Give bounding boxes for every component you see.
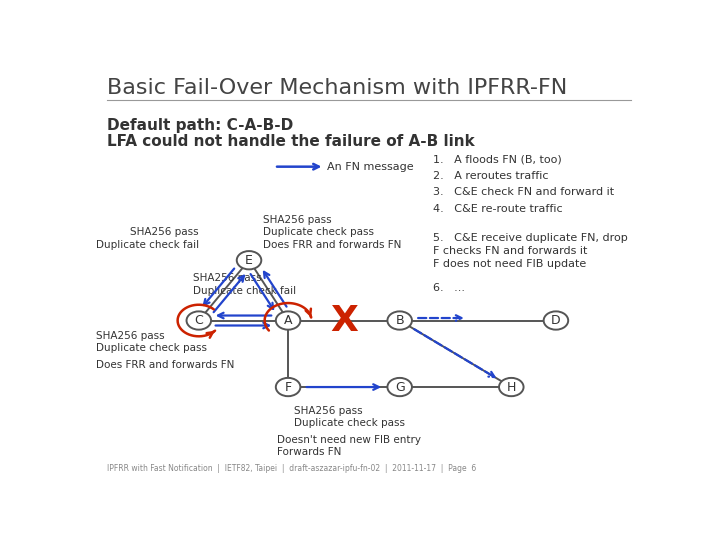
Text: A: A	[284, 314, 292, 327]
Circle shape	[276, 378, 300, 396]
Circle shape	[387, 312, 412, 329]
Circle shape	[499, 378, 523, 396]
Text: Default path: C-A-B-D: Default path: C-A-B-D	[107, 118, 293, 133]
Text: X: X	[330, 303, 358, 338]
Text: Basic Fail-Over Mechanism with IPFRR-FN: Basic Fail-Over Mechanism with IPFRR-FN	[107, 78, 567, 98]
Text: SHA256 pass
Duplicate check fail: SHA256 pass Duplicate check fail	[96, 227, 199, 250]
Text: SHA256 pass
Duplicate check pass: SHA256 pass Duplicate check pass	[294, 406, 405, 428]
Text: G: G	[395, 381, 405, 394]
Circle shape	[186, 312, 211, 329]
Circle shape	[276, 312, 300, 329]
Text: F: F	[284, 381, 292, 394]
Circle shape	[387, 378, 412, 396]
Text: E: E	[245, 254, 253, 267]
Circle shape	[544, 312, 568, 329]
Text: IPFRR with Fast Notification  |  IETF82, Taipei  |  draft-aszazar-ipfu-fn-02  | : IPFRR with Fast Notification | IETF82, T…	[107, 464, 476, 473]
Circle shape	[237, 251, 261, 269]
Text: 2.   A reroutes traffic: 2. A reroutes traffic	[433, 171, 549, 181]
Text: 3.   C&E check FN and forward it: 3. C&E check FN and forward it	[433, 187, 614, 198]
Text: D: D	[551, 314, 561, 327]
Text: 5.   C&E receive duplicate FN, drop
F checks FN and forwards it
F does not need : 5. C&E receive duplicate FN, drop F chec…	[433, 233, 628, 269]
Text: 1.   A floods FN (B, too): 1. A floods FN (B, too)	[433, 154, 562, 164]
Text: 4.   C&E re-route traffic: 4. C&E re-route traffic	[433, 204, 563, 214]
Text: C: C	[194, 314, 203, 327]
Text: B: B	[395, 314, 404, 327]
Text: SHA256 pass
Duplicate check pass
Does FRR and forwards FN: SHA256 pass Duplicate check pass Does FR…	[263, 215, 401, 250]
Text: SHA256 pass
Duplicate check fail: SHA256 pass Duplicate check fail	[193, 273, 297, 295]
Text: Doesn't need new FIB entry
Forwards FN: Doesn't need new FIB entry Forwards FN	[277, 435, 421, 457]
Text: LFA could not handle the failure of A-B link: LFA could not handle the failure of A-B …	[107, 134, 474, 149]
Text: SHA256 pass
Duplicate check pass: SHA256 pass Duplicate check pass	[96, 331, 207, 353]
Text: 6.   ...: 6. ...	[433, 283, 465, 293]
Text: An FN message: An FN message	[327, 161, 414, 172]
Text: H: H	[507, 381, 516, 394]
Text: Does FRR and forwards FN: Does FRR and forwards FN	[96, 360, 234, 370]
